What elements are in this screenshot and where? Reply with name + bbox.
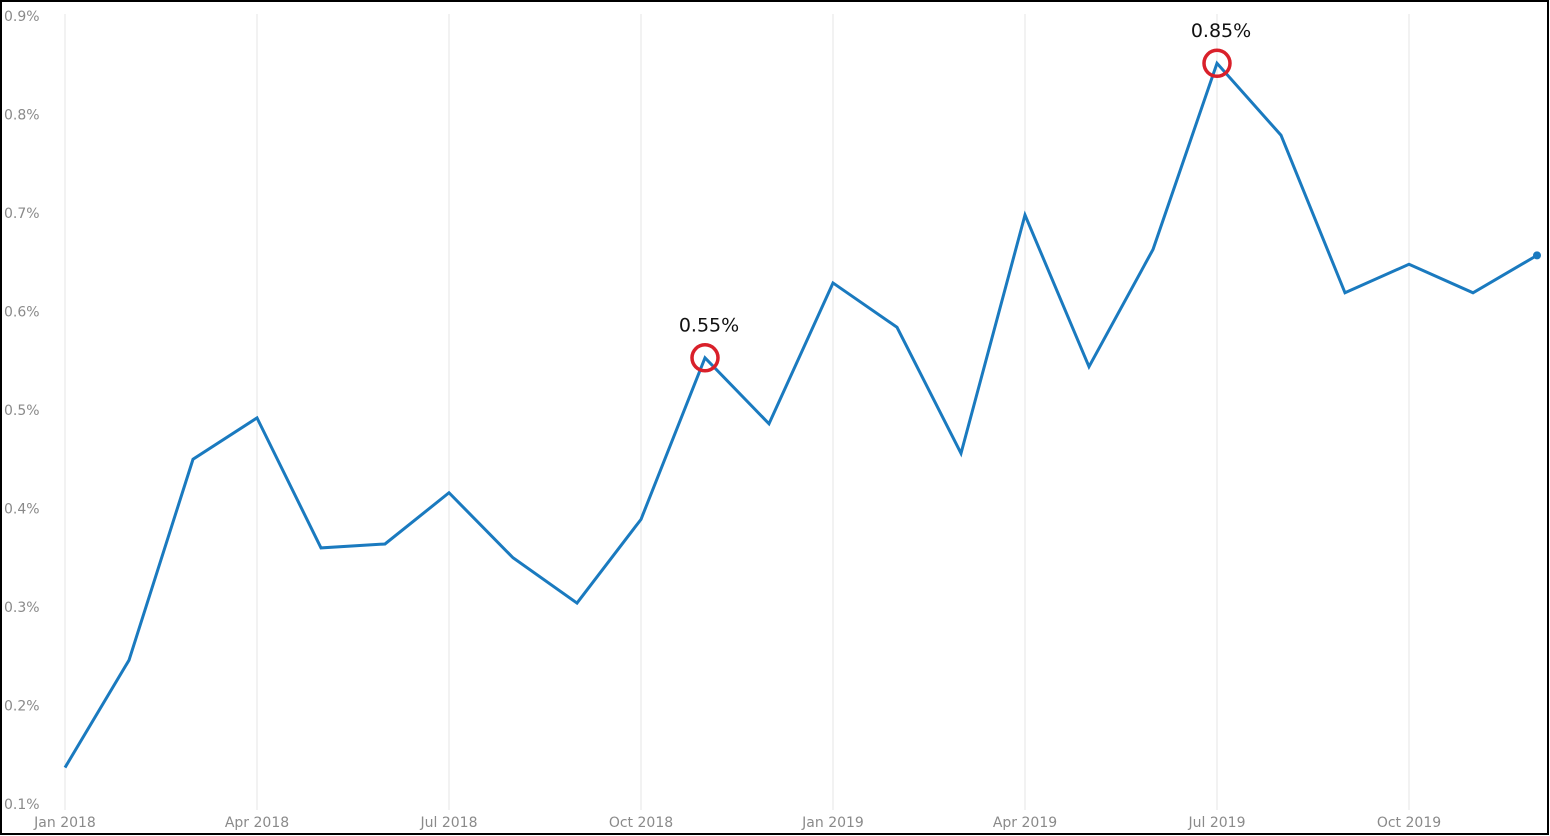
y-tick-label: 0.2% <box>4 699 40 715</box>
x-tick-label: Jul 2018 <box>420 815 478 831</box>
y-tick-label: 0.3% <box>4 600 40 616</box>
end-point <box>1533 251 1541 260</box>
data-line <box>63 60 1538 769</box>
highlight-ring <box>1202 48 1232 79</box>
y-tick-label: 0.5% <box>4 403 40 419</box>
y-tick-label: 0.7% <box>4 206 40 222</box>
value-label: 0.85% <box>1191 20 1251 42</box>
x-tick-label: Oct 2019 <box>1377 815 1441 831</box>
x-tick-label: Oct 2018 <box>609 815 673 831</box>
x-tick-label: Jul 2019 <box>1188 815 1246 831</box>
x-tick-label: Jan 2018 <box>33 815 96 831</box>
x-tick-label: Apr 2018 <box>225 815 289 831</box>
x-tick-label: Jan 2019 <box>801 815 864 831</box>
highlight-ring <box>690 343 720 373</box>
y-tick-label: 0.4% <box>4 502 40 518</box>
y-tick-label: 0.6% <box>4 305 40 321</box>
x-tick-label: Apr 2019 <box>993 815 1057 831</box>
value-label: 0.55% <box>679 314 739 336</box>
y-tick-label: 0.9% <box>4 9 40 25</box>
y-tick-label: 0.8% <box>4 108 40 124</box>
y-tick-label: 0.1% <box>4 797 40 813</box>
